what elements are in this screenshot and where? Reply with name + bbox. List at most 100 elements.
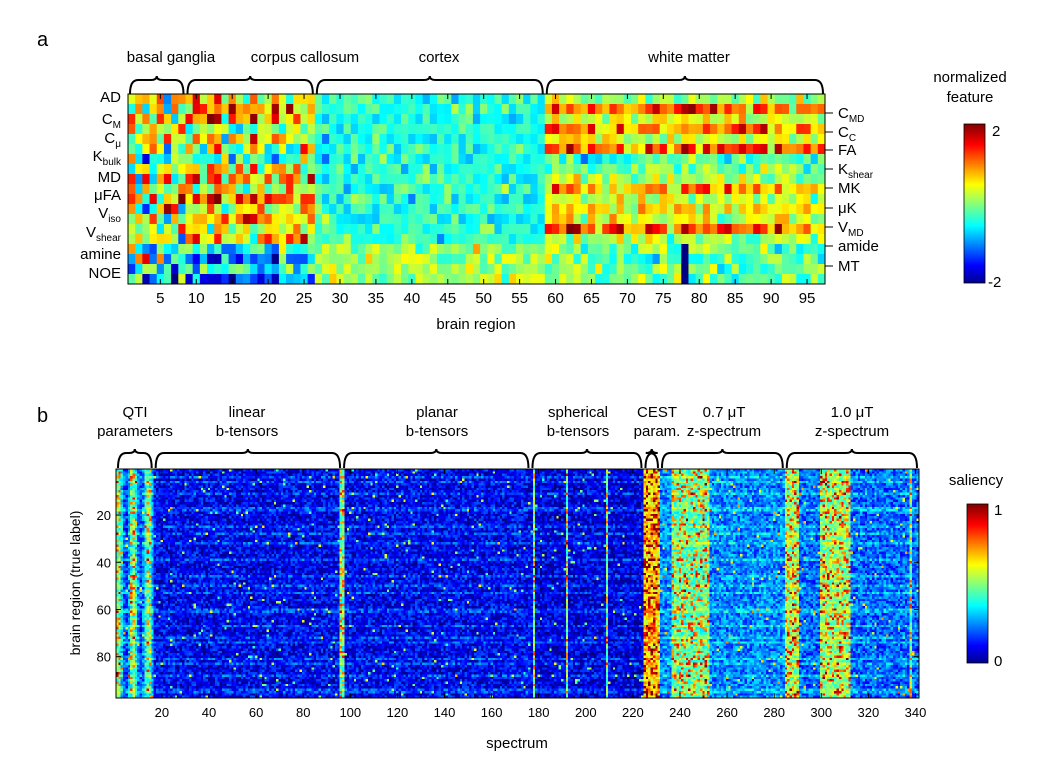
heatmap-cell: [753, 134, 761, 145]
heatmap-cell: [710, 134, 718, 145]
heatmap-cell: [645, 154, 653, 165]
heatmap-cell: [810, 214, 819, 225]
heatmap-cell: [796, 154, 804, 165]
heatmap-cell: [774, 214, 783, 225]
heatmap-cell: [300, 244, 309, 255]
heatmap-cell: [702, 164, 711, 175]
heatmap-cell: [774, 114, 783, 125]
heatmap-cell: [487, 184, 495, 195]
heatmap-cell: [745, 124, 754, 135]
heatmap-cell: [314, 224, 323, 235]
heatmap-cell: [681, 154, 689, 165]
heatmap-cell: [559, 274, 567, 285]
heatmap-cell: [444, 194, 452, 205]
heatmap-cell: [436, 274, 445, 285]
row-label-left: amine: [80, 246, 121, 263]
heatmap-cell: [278, 224, 287, 235]
heatmap-cell: [286, 184, 294, 195]
heatmap-cell: [781, 134, 790, 145]
heatmap-cell: [199, 184, 208, 195]
heatmap-cell: [501, 104, 510, 115]
heatmap-cell: [242, 254, 251, 265]
panel-b-ylabel: brain region (true label): [67, 511, 83, 656]
heatmap-cell: [156, 194, 165, 205]
heatmap-cell: [214, 214, 222, 225]
heatmap-cell: [163, 144, 172, 155]
heatmap-cell: [551, 254, 560, 265]
heatmap-cell: [436, 234, 445, 245]
heatmap-cell: [300, 194, 309, 205]
heatmap-cell: [774, 124, 783, 135]
heatmap-cell: [587, 144, 596, 155]
heatmap-cell: [717, 274, 725, 285]
heatmap-cell: [516, 254, 524, 265]
heatmap-cell: [357, 134, 366, 145]
heatmap-cell: [616, 124, 625, 135]
heatmap-cell: [451, 94, 459, 105]
heatmap-cell: [753, 114, 761, 125]
heatmap-cell: [408, 164, 416, 175]
panel-a-braces: [129, 75, 824, 95]
heatmap-cell: [293, 184, 301, 195]
heatmap-cell: [602, 104, 610, 115]
heatmap-cell: [501, 274, 510, 285]
heatmap-cell: [753, 214, 761, 225]
group-brace: [660, 448, 784, 469]
heatmap-cell: [767, 114, 776, 125]
heatmap-cell: [630, 134, 639, 145]
heatmap-cell: [745, 194, 754, 205]
heatmap-cell: [652, 274, 661, 285]
heatmap-cell: [789, 154, 797, 165]
heatmap-cell: [171, 154, 179, 165]
heatmap-cell: [314, 134, 323, 145]
heatmap-cell: [314, 154, 323, 165]
heatmap-cell: [436, 224, 445, 235]
heatmap-cell: [537, 244, 546, 255]
heatmap-cell: [674, 254, 682, 265]
heatmap-cell: [235, 104, 244, 115]
heatmap-cell: [135, 264, 143, 275]
heatmap-cell: [530, 264, 538, 275]
heatmap-cell: [595, 194, 603, 205]
heatmap-cell: [408, 264, 416, 275]
heatmap-cell: [436, 194, 445, 205]
heatmap-cell: [429, 194, 438, 205]
heatmap-cell: [760, 104, 768, 115]
heatmap-cell: [796, 164, 804, 175]
heatmap-cell: [695, 124, 704, 135]
heatmap-cell: [192, 164, 201, 175]
heatmap-cell: [717, 264, 725, 275]
heatmap-cell: [156, 114, 165, 125]
heatmap-cell: [300, 204, 309, 215]
heatmap-cell: [278, 214, 287, 225]
group-label-qti-1: QTI: [123, 404, 148, 421]
heatmap-cell: [242, 124, 251, 135]
heatmap-cell: [458, 164, 467, 175]
heatmap-cell: [659, 134, 668, 145]
heatmap-cell: [357, 184, 366, 195]
heatmap-cell: [401, 194, 409, 205]
heatmap-cell: [580, 124, 589, 135]
heatmap-cell: [695, 154, 704, 165]
heatmap-cell: [379, 224, 388, 235]
group-label-07ut-2: z-spectrum: [687, 423, 761, 440]
heatmap-cell: [293, 224, 301, 235]
heatmap-cell: [767, 104, 776, 115]
heatmap-cell: [350, 134, 359, 145]
heatmap-cell: [163, 114, 172, 125]
row-label-left: Viso: [98, 205, 121, 225]
heatmap-cell: [530, 234, 538, 245]
heatmap-cell: [242, 154, 251, 165]
heatmap-cell: [602, 144, 610, 155]
heatmap-cell: [128, 174, 136, 185]
heatmap-cell: [250, 274, 258, 285]
heatmap-cell: [393, 204, 402, 215]
heatmap-cell: [559, 234, 567, 245]
heatmap-cell: [638, 194, 646, 205]
heatmap-cell: [731, 114, 740, 125]
heatmap-cell: [595, 154, 603, 165]
heatmap-cell: [314, 104, 323, 115]
heatmap-cell: [817, 124, 826, 135]
heatmap-cell: [501, 164, 510, 175]
heatmap-cell: [674, 224, 682, 235]
